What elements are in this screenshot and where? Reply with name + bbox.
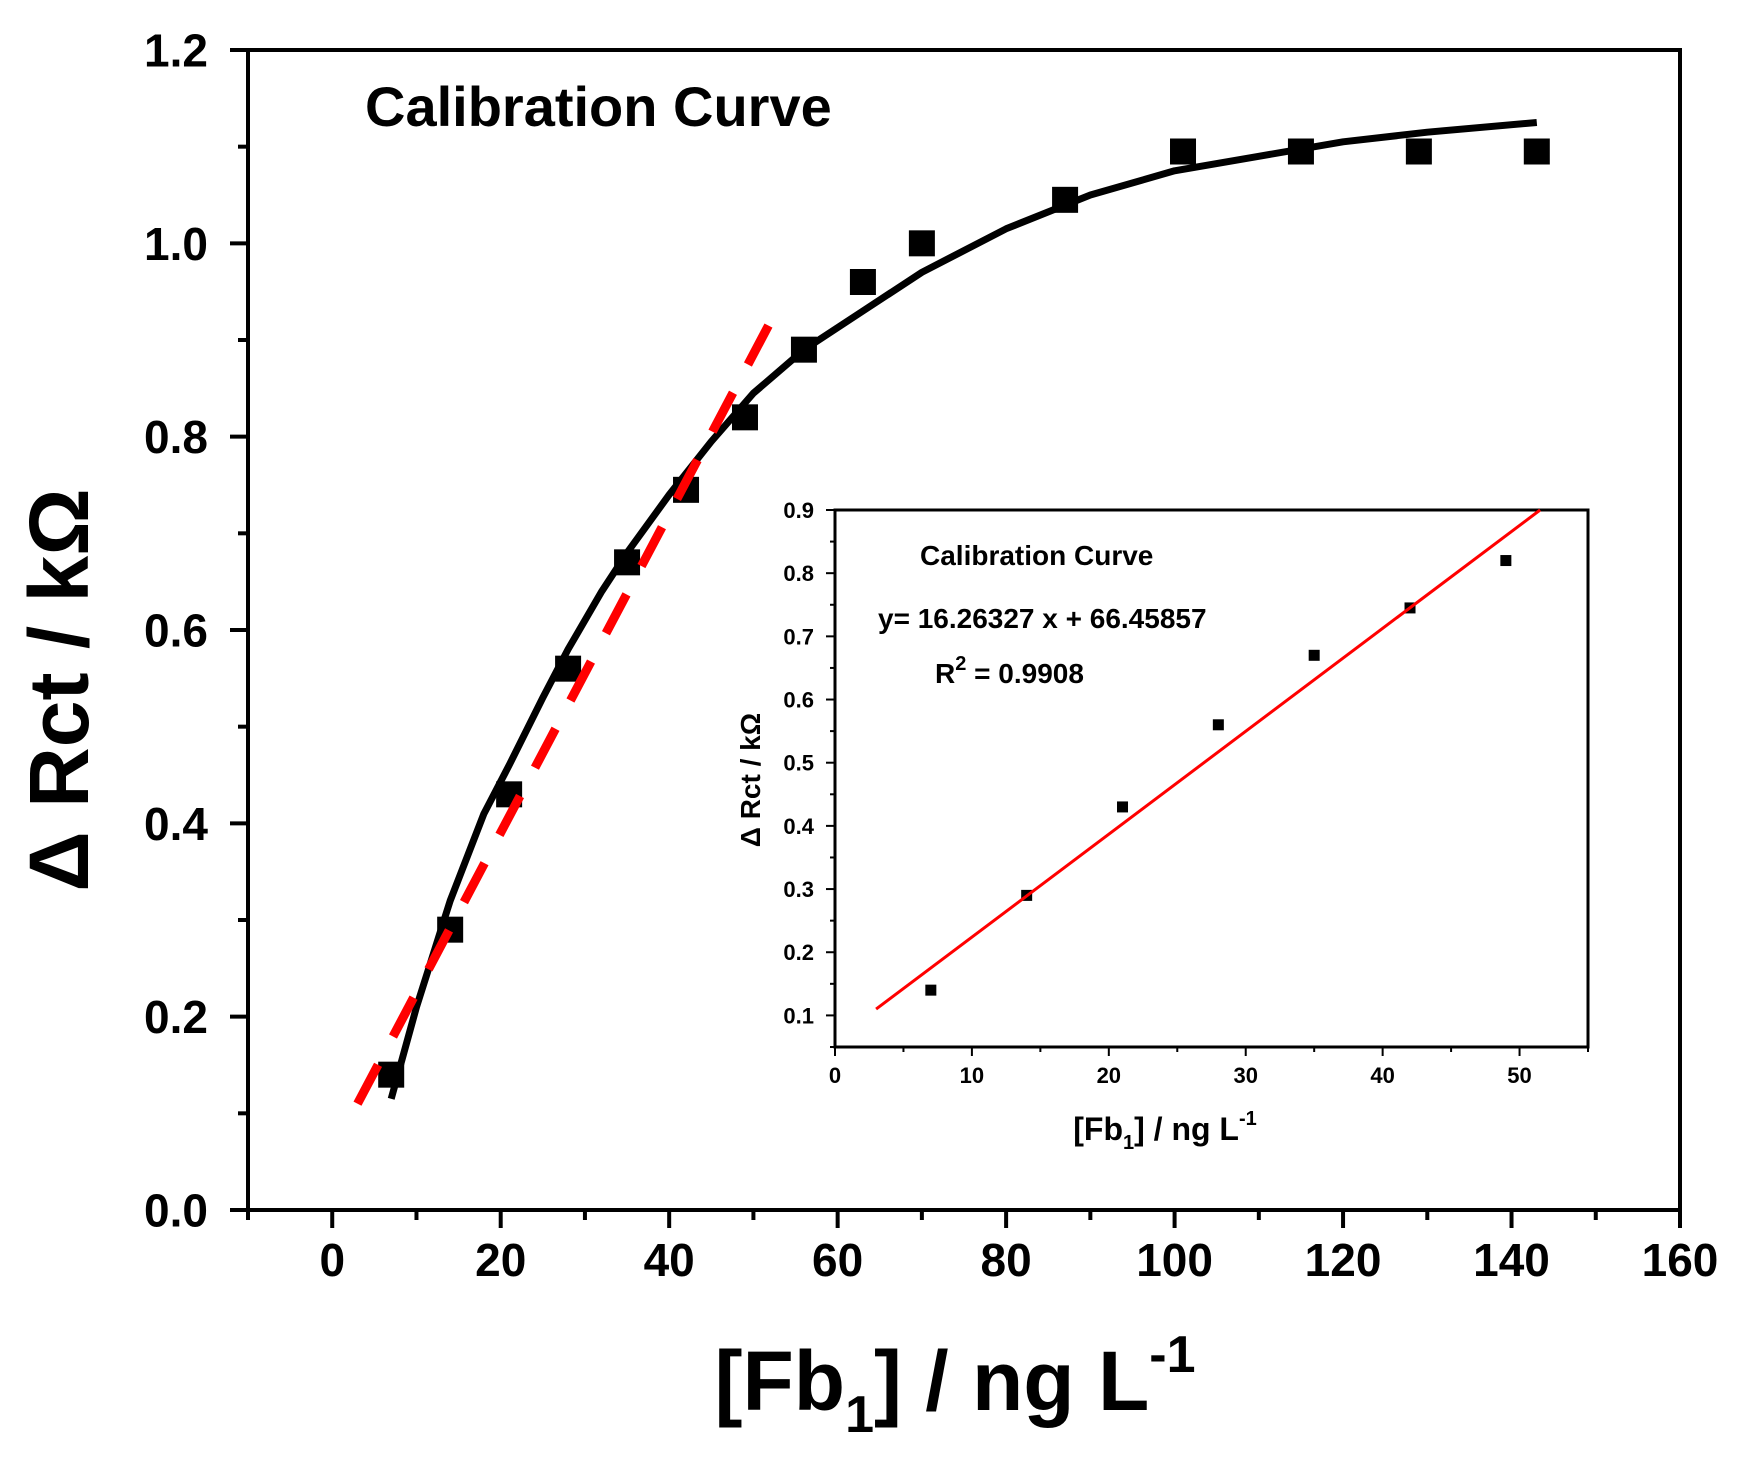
data-point-marker xyxy=(1212,719,1224,731)
inset-plot: 0 10 20 30 40 50 0.10.20.30.40.50.60.70.80.9 … xyxy=(735,498,1590,1154)
y-tick-label: 0.2 xyxy=(144,991,208,1043)
data-point-marker xyxy=(614,549,641,576)
main-plot: 0 20 40 60 80 100 120 140 160 0.00.20.40.60.81.0… xyxy=(12,25,1718,1444)
x-tick-label: 30 xyxy=(1233,1063,1257,1088)
data-point-marker xyxy=(1052,186,1079,213)
inset-series-layer xyxy=(875,508,1542,1011)
x-tick-label: 20 xyxy=(1097,1063,1121,1088)
linear-fit-line xyxy=(875,508,1542,1011)
data-point-marker xyxy=(1405,138,1432,165)
main-y-axis-ticks: 0.0 0.2 0.4 0.6 0.8 1.0 1.2 xyxy=(144,25,248,1237)
y-tick-label: 0.1 xyxy=(783,1003,814,1028)
y-tick-label: 1.2 xyxy=(144,25,208,77)
main-y-axis-label: Δ Rct / kΩ xyxy=(12,488,106,891)
x-tick-label: 40 xyxy=(1370,1063,1394,1088)
inset-x-axis-label-sup: -1 xyxy=(1239,1108,1257,1130)
x-tick-label: 10 xyxy=(960,1063,984,1088)
data-point-marker xyxy=(908,230,935,257)
main-x-axis-ticks: 0 20 40 60 80 100 120 140 160 xyxy=(246,1210,1719,1286)
data-point-marker xyxy=(849,269,876,295)
y-tick-label: 0.8 xyxy=(783,561,814,586)
inset-r-squared-sup: 2 xyxy=(955,653,966,675)
y-tick-label: 0.9 xyxy=(783,498,814,523)
x-tick-label: 0 xyxy=(319,1234,345,1286)
x-tick-label: 100 xyxy=(1136,1234,1213,1286)
main-x-axis-label-main: [Fb xyxy=(714,1334,845,1428)
data-point-marker xyxy=(1117,801,1129,813)
data-point-marker xyxy=(1523,138,1550,165)
y-tick-label: 0.7 xyxy=(783,624,814,649)
inset-x-axis-label: [Fb1] / ng L-1 xyxy=(1073,1108,1257,1154)
inset-y-axis-ticks: 0.1 0.2 0.3 0.4 0.5 0.6 0.7 0.8 0.9 xyxy=(783,498,835,1048)
inset-x-axis-label-sub: 1 xyxy=(1123,1132,1134,1154)
inset-r-squared-value: = 0.9908 xyxy=(966,658,1084,689)
y-tick-label: 0.3 xyxy=(783,877,814,902)
y-tick-label: 0.6 xyxy=(783,687,814,712)
x-tick-label: 20 xyxy=(475,1234,526,1286)
data-point-marker xyxy=(1308,649,1320,661)
inset-r-squared-prefix: R xyxy=(935,658,955,689)
main-x-axis-label-rest: ] / ng L xyxy=(874,1334,1149,1428)
data-point-marker xyxy=(731,404,758,431)
x-tick-label: 40 xyxy=(644,1234,695,1286)
y-tick-label: 0.8 xyxy=(144,411,208,463)
data-point-marker xyxy=(1287,138,1314,165)
x-tick-label: 50 xyxy=(1507,1063,1531,1088)
x-tick-label: 140 xyxy=(1473,1234,1550,1286)
x-tick-label: 160 xyxy=(1642,1234,1719,1286)
y-tick-label: 0.2 xyxy=(783,940,814,965)
inset-r-squared: R2 = 0.9908 xyxy=(935,653,1084,689)
data-point-marker xyxy=(555,655,582,682)
inset-equation: y= 16.26327 x + 66.45857 xyxy=(878,603,1207,634)
main-x-axis-label: [Fb1] / ng L-1 xyxy=(714,1326,1195,1444)
main-chart-title: Calibration Curve xyxy=(365,75,832,138)
x-tick-label: 0 xyxy=(829,1063,841,1088)
inset-plot-frame xyxy=(833,508,1590,1049)
main-x-axis-label-sub: 1 xyxy=(845,1386,874,1444)
data-point-marker xyxy=(925,984,937,996)
data-point-marker xyxy=(378,1061,405,1088)
x-tick-label: 60 xyxy=(812,1234,863,1286)
main-series-layer xyxy=(353,119,1550,1106)
inset-chart-title: Calibration Curve xyxy=(920,540,1153,571)
data-point-marker xyxy=(1170,138,1197,165)
x-tick-label: 120 xyxy=(1305,1234,1382,1286)
inset-x-axis-label-rest: ] / ng L xyxy=(1134,1111,1239,1147)
y-tick-label: 0.4 xyxy=(783,814,814,839)
data-point-marker xyxy=(790,336,817,363)
inset-x-axis-ticks: 0 10 20 30 40 50 xyxy=(829,1047,1589,1088)
y-tick-label: 0.4 xyxy=(144,798,208,850)
inset-x-axis-label-main: [Fb xyxy=(1073,1111,1123,1147)
x-tick-label: 80 xyxy=(981,1234,1032,1286)
main-x-axis-label-sup: -1 xyxy=(1149,1326,1195,1384)
y-tick-label: 0.6 xyxy=(144,605,208,657)
y-tick-label: 0.0 xyxy=(144,1185,208,1237)
data-point-marker xyxy=(1500,555,1512,567)
y-tick-label: 0.5 xyxy=(783,751,814,776)
y-tick-label: 1.0 xyxy=(144,218,208,270)
inset-y-axis-label: Δ Rct / kΩ xyxy=(735,713,766,847)
